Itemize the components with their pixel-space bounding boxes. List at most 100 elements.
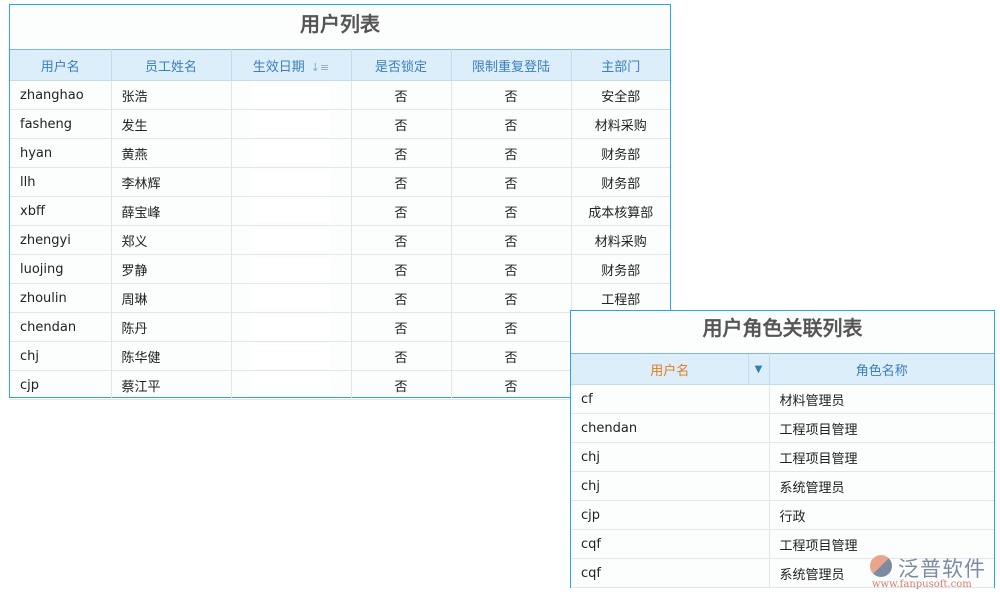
- redacted-date: [252, 84, 330, 106]
- effective-date-cell: [230, 370, 352, 400]
- table-row[interactable]: cqf 系统管理员: [571, 558, 994, 588]
- effective-date-cell: [230, 138, 352, 168]
- table-row[interactable]: hyan 黄燕否否财务部: [10, 138, 670, 168]
- table-row[interactable]: chj 工程项目管理: [571, 442, 994, 472]
- restrict-login-cell: 否: [450, 109, 572, 139]
- table-row[interactable]: cf 材料管理员: [571, 384, 994, 414]
- role-name-cell: 工程项目管理: [768, 413, 994, 443]
- table-row[interactable]: luojing 罗静否否财务部: [10, 254, 670, 284]
- redacted-date: [252, 287, 330, 309]
- user-list-panel: 用户列表 用户名 员工姓名 生效日期 ↓≡ 是否锁定 限制重复登陆 主部门 zha…: [9, 4, 671, 400]
- table-row[interactable]: zhoulin 周琳否否工程部: [10, 283, 670, 313]
- logo-url: www.fanpusoft.com: [872, 579, 972, 590]
- department-cell: 工程部: [570, 283, 670, 313]
- sort-icon[interactable]: ↓≡: [310, 60, 330, 74]
- table-row[interactable]: zhengyi 郑义否否材料采购: [10, 225, 670, 255]
- restrict-login-cell: 否: [450, 80, 572, 110]
- col-department[interactable]: 主部门: [570, 49, 670, 81]
- role-name-cell: 材料管理员: [768, 384, 994, 414]
- employee-name-cell: 蔡江平: [110, 370, 232, 400]
- department-cell: 材料采购: [570, 109, 670, 139]
- role-list-panel: 用户角色关联列表 用户名 ▼ 角色名称 cf 材料管理员 chendan 工程项目管理 c…: [570, 310, 995, 588]
- locked-cell: 否: [350, 138, 452, 168]
- locked-cell: 否: [350, 370, 452, 400]
- employee-name-cell: 李林辉: [110, 167, 232, 197]
- employee-name-cell: 陈丹: [110, 312, 232, 342]
- col-locked[interactable]: 是否锁定: [350, 49, 452, 81]
- table-row[interactable]: llh 李林辉否否财务部: [10, 167, 670, 197]
- username-cell: zhengyi: [10, 225, 112, 255]
- locked-cell: 否: [350, 254, 452, 284]
- locked-cell: 否: [350, 225, 452, 255]
- username-cell: cjp: [10, 370, 112, 400]
- effective-date-cell: [230, 283, 352, 313]
- employee-name-cell: 周琳: [110, 283, 232, 313]
- username-cell: cqf: [571, 529, 770, 559]
- effective-date-cell: [230, 109, 352, 139]
- locked-cell: 否: [350, 167, 452, 197]
- department-cell: 安全部: [570, 80, 670, 110]
- restrict-login-cell: 否: [450, 341, 572, 371]
- locked-cell: 否: [350, 312, 452, 342]
- dropdown-icon[interactable]: ▼: [747, 354, 769, 384]
- restrict-login-cell: 否: [450, 167, 572, 197]
- table-row[interactable]: chendan 工程项目管理: [571, 413, 994, 443]
- role-name-cell: 行政: [768, 500, 994, 530]
- table-row[interactable]: zhanghao 张浩否否安全部: [10, 80, 670, 110]
- redacted-date: [252, 229, 330, 251]
- restrict-login-cell: 否: [450, 370, 572, 400]
- username-cell: zhoulin: [10, 283, 112, 313]
- username-cell: cqf: [571, 558, 770, 588]
- effective-date-cell: [230, 312, 352, 342]
- table-row[interactable]: chj 系统管理员: [571, 471, 994, 501]
- effective-date-cell: [230, 254, 352, 284]
- role-name-cell: 系统管理员: [768, 471, 994, 501]
- effective-date-cell: [230, 225, 352, 255]
- redacted-date: [252, 142, 330, 164]
- col-restrict-login[interactable]: 限制重复登陆: [450, 49, 572, 81]
- username-cell: chendan: [571, 413, 770, 443]
- username-cell: cf: [571, 384, 770, 414]
- redacted-date: [252, 113, 330, 135]
- effective-date-cell: [230, 341, 352, 371]
- effective-date-cell: [230, 196, 352, 226]
- col-employee-name[interactable]: 员工姓名: [110, 49, 232, 81]
- table-row[interactable]: fasheng 发生否否材料采购: [10, 109, 670, 139]
- username-cell: fasheng: [10, 109, 112, 139]
- locked-cell: 否: [350, 196, 452, 226]
- employee-name-cell: 罗静: [110, 254, 232, 284]
- username-cell: xbff: [10, 196, 112, 226]
- col-username[interactable]: 用户名 ▼: [571, 353, 770, 385]
- username-cell: chendan: [10, 312, 112, 342]
- username-cell: chj: [571, 471, 770, 501]
- locked-cell: 否: [350, 341, 452, 371]
- employee-name-cell: 薛宝峰: [110, 196, 232, 226]
- redacted-date: [252, 345, 330, 367]
- locked-cell: 否: [350, 283, 452, 313]
- table-row[interactable]: xbff 薛宝峰否否成本核算部: [10, 196, 670, 226]
- redacted-date: [252, 171, 330, 193]
- table-row[interactable]: cjp 行政: [571, 500, 994, 530]
- username-cell: cjp: [571, 500, 770, 530]
- restrict-login-cell: 否: [450, 138, 572, 168]
- department-cell: 财务部: [570, 167, 670, 197]
- role-table: 用户名 ▼ 角色名称 cf 材料管理员 chendan 工程项目管理 chj 工程项目管理 c…: [571, 353, 994, 588]
- col-role-name[interactable]: 角色名称: [768, 353, 994, 385]
- employee-name-cell: 黄燕: [110, 138, 232, 168]
- restrict-login-cell: 否: [450, 312, 572, 342]
- username-cell: chj: [571, 442, 770, 472]
- redacted-date: [252, 316, 330, 338]
- restrict-login-cell: 否: [450, 283, 572, 313]
- col-username-label: 用户名: [650, 363, 690, 379]
- employee-name-cell: 张浩: [110, 80, 232, 110]
- redacted-date: [252, 374, 330, 396]
- username-cell: hyan: [10, 138, 112, 168]
- col-effective-date[interactable]: 生效日期 ↓≡: [230, 49, 352, 81]
- restrict-login-cell: 否: [450, 254, 572, 284]
- locked-cell: 否: [350, 80, 452, 110]
- employee-name-cell: 发生: [110, 109, 232, 139]
- effective-date-cell: [230, 167, 352, 197]
- logo-name: 泛普软件: [898, 557, 986, 581]
- col-effective-date-label: 生效日期: [252, 59, 305, 75]
- col-username[interactable]: 用户名: [10, 49, 112, 81]
